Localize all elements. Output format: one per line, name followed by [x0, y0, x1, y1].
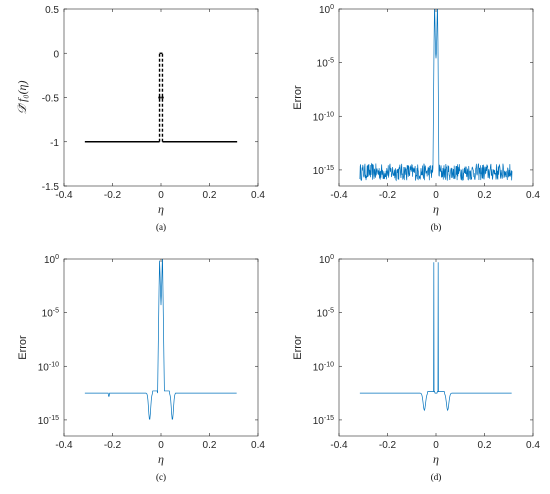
x-tick-label: -0.4 [330, 190, 348, 201]
error-line [359, 9, 513, 182]
x-tick-label: 0 [158, 190, 164, 201]
data-layer [84, 52, 238, 143]
y-axis-label: Error [292, 335, 304, 360]
y-tick-label: 10-5 [317, 308, 334, 320]
x-tick-label: 0.2 [478, 440, 492, 451]
x-tick-label: -0.4 [55, 190, 73, 201]
panel-caption: (b) [430, 222, 442, 232]
x-tick-label: 0.4 [526, 440, 540, 451]
data-layer [84, 259, 237, 420]
y-tick-label: 100 [319, 254, 334, 266]
y-tick-label: -1 [50, 138, 59, 149]
y-tick-label: -1.5 [42, 182, 60, 193]
x-tick-label: -0.2 [379, 190, 397, 201]
x-axis-label: η [158, 452, 164, 466]
x-tick-label: 0.2 [203, 440, 217, 451]
x-tick-label: 0 [433, 190, 439, 201]
x-tick-label: 0.4 [251, 190, 265, 201]
y-tick-label: 10-15 [38, 415, 59, 427]
plot-area [339, 259, 533, 436]
chart-panel-1: -0.4 -0.2 0 0.2 0.4 0.5 0 -0.5 -1 -1.5 η 𝒟̃ f₀(η) [15, 5, 265, 216]
chart-panel-3: -0.4 -0.2 0 0.2 0.4 100 10-5 10-10 10-15 η Error [17, 254, 265, 466]
x-axis-label: η [433, 452, 439, 466]
x-tick-label: 0.4 [526, 190, 540, 201]
y-tick-label: -0.5 [42, 94, 60, 105]
x-axis-label: η [158, 202, 164, 216]
chart-panel-2: -0.4 -0.2 0 0.2 0.4 100 10-5 10-10 10-15 η Error [292, 4, 540, 216]
x-axis-label: η [433, 202, 439, 216]
y-tick-label: 100 [319, 4, 334, 16]
y-tick-label: 10-10 [313, 361, 334, 373]
y-tick-label: 10-10 [38, 361, 59, 373]
y-tick-label: 10-10 [313, 111, 334, 123]
x-tick-label: -0.2 [104, 190, 122, 201]
y-axis-label: Error [17, 335, 29, 360]
y-tick-label: 100 [44, 254, 59, 266]
y-tick-label: 0 [53, 49, 59, 60]
x-tick-label: 0.2 [478, 190, 492, 201]
y-tick-label: 10-15 [313, 165, 334, 177]
plot-area [64, 259, 258, 436]
x-tick-label: -0.2 [379, 440, 397, 451]
data-point [161, 96, 164, 99]
panel-caption: (a) [156, 222, 166, 232]
y-axis-label: Error [292, 85, 304, 110]
data-point [158, 96, 161, 99]
y-tick-label: 0.5 [45, 5, 59, 16]
x-tick-label: 0 [158, 440, 164, 451]
x-tick-label: 0.2 [203, 190, 217, 201]
y-axis-label: 𝒟̃ f₀(η) [15, 80, 29, 114]
error-line [84, 259, 237, 420]
y-tick-label: 10-5 [317, 58, 334, 70]
x-tick-label: -0.4 [55, 440, 73, 451]
x-tick-label: 0 [433, 440, 439, 451]
y-tick-label: 10-5 [42, 308, 59, 320]
x-tick-label: -0.2 [104, 440, 122, 451]
panel-caption: (c) [156, 472, 166, 482]
plot-area [339, 9, 533, 186]
y-tick-label: 10-15 [313, 415, 334, 427]
x-tick-label: 0.4 [251, 440, 265, 451]
data-layer [359, 9, 513, 182]
chart-panel-4: -0.4 -0.2 0 0.2 0.4 100 10-5 10-10 10-15 η Error [292, 254, 540, 466]
panel-caption: (d) [430, 472, 442, 482]
data-layer [359, 262, 512, 412]
x-tick-label: -0.4 [330, 440, 348, 451]
plot-area [64, 9, 258, 186]
error-line [359, 262, 512, 412]
